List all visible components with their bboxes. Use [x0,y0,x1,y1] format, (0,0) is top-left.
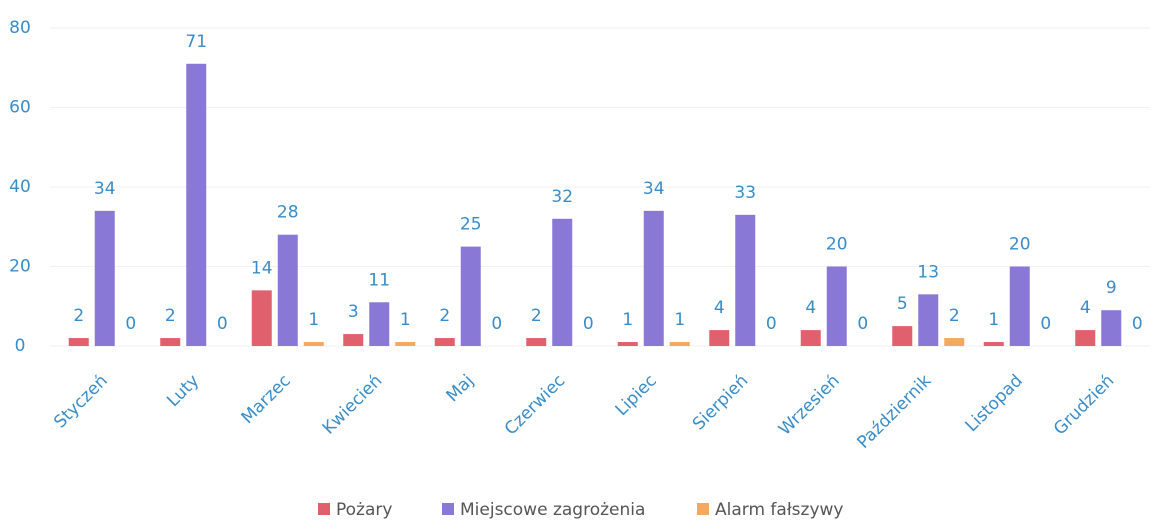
data-label: 0 [766,314,777,334]
data-label: 1 [400,310,411,330]
bar [1009,266,1030,346]
data-label: 14 [251,258,273,278]
data-label: 5 [897,294,908,314]
data-label: 71 [185,32,207,52]
data-label: 25 [460,215,482,235]
bar [460,246,481,346]
x-tick-label: Październik [853,371,935,453]
x-tick-label: Marzec [238,371,295,428]
y-tick-label: 40 [9,177,31,197]
legend-swatch [318,503,330,515]
bar [918,294,939,346]
bar [395,342,416,346]
data-label: 2 [531,306,542,326]
bar [669,342,690,346]
data-label: 0 [1132,314,1143,334]
data-label: 2 [165,306,176,326]
data-label: 34 [94,179,116,199]
x-tick-label: Listopad [962,371,1027,436]
legend-label: Alarm fałszywy [715,500,843,520]
data-label: 0 [217,314,228,334]
bar [277,234,298,346]
x-tick-label: Czerwiec [501,371,569,439]
data-label: 32 [551,187,573,207]
bar [1075,330,1096,346]
data-label: 4 [1080,298,1091,318]
data-label: 1 [622,310,633,330]
legend-swatch [697,503,709,515]
y-tick-label: 80 [9,18,31,38]
data-label: 2 [439,306,450,326]
data-label: 0 [125,314,136,334]
bar [709,330,730,346]
legend-label: Pożary [336,500,392,520]
x-tick-label: Wrzesień [775,371,844,440]
bar [343,334,364,346]
bar [160,338,181,346]
data-label: 2 [73,306,84,326]
bar [303,342,324,346]
x-tick-label: Sierpień [689,371,752,434]
bar [251,290,272,346]
data-label: 11 [368,270,390,290]
legend-swatch [442,503,454,515]
data-label: 28 [277,203,299,223]
bar [94,210,115,346]
data-label: 20 [1009,235,1031,255]
bar [735,214,756,346]
bar [526,338,547,346]
data-label: 33 [734,183,756,203]
bar [1101,310,1122,346]
bar [983,342,1004,346]
data-label: 9 [1106,278,1117,298]
data-label: 34 [643,179,665,199]
x-tick-label: Luty [163,371,203,411]
x-tick-label: Kwiecień [319,371,387,439]
y-tick-label: 0 [15,336,26,356]
x-tick-label: Styczeń [50,371,112,433]
x-tick-label: Maj [443,371,478,406]
data-label: 4 [714,298,725,318]
bar [68,338,89,346]
bar [434,338,455,346]
data-label: 2 [949,306,960,326]
data-label: 1 [674,310,685,330]
bar [186,63,207,347]
data-label: 0 [857,314,868,334]
bar [892,326,913,346]
data-label: 13 [917,262,939,282]
x-tick-label: Grudzień [1050,371,1118,439]
bar [944,338,965,346]
x-tick-label: Lipiec [612,371,661,420]
data-label: 0 [491,314,502,334]
data-label: 0 [1040,314,1051,334]
bar [617,342,638,346]
data-label: 20 [826,235,848,255]
bar [552,218,573,346]
bar [800,330,821,346]
data-label: 4 [805,298,816,318]
y-tick-label: 20 [9,257,31,277]
bar [643,210,664,346]
data-label: 0 [583,314,594,334]
data-label: 3 [348,302,359,322]
data-label: 1 [308,310,319,330]
bar [826,266,847,346]
y-tick-label: 60 [9,98,31,118]
bar [369,302,390,346]
legend-label: Miejscowe zagrożenia [460,500,645,520]
data-label: 1 [988,310,999,330]
